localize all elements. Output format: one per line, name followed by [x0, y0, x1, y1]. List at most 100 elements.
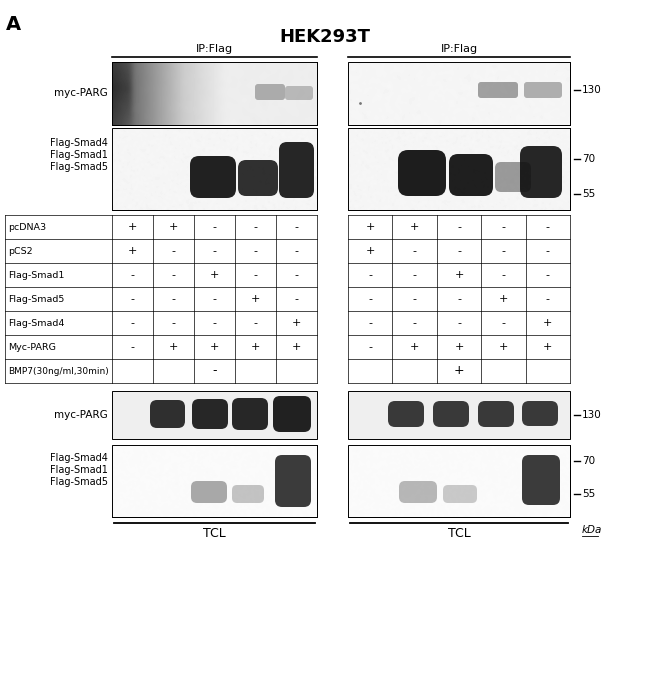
- FancyBboxPatch shape: [524, 82, 562, 98]
- Text: 55: 55: [582, 489, 595, 499]
- Text: +: +: [251, 342, 260, 352]
- Bar: [348, 62, 570, 125]
- Text: +: +: [365, 222, 375, 232]
- Text: TCL: TCL: [448, 527, 471, 540]
- FancyBboxPatch shape: [285, 86, 313, 100]
- Text: -: -: [172, 270, 176, 280]
- FancyBboxPatch shape: [449, 154, 493, 196]
- FancyBboxPatch shape: [232, 398, 268, 430]
- Text: Flag-Smad5: Flag-Smad5: [8, 295, 64, 304]
- Text: +: +: [251, 294, 260, 304]
- Text: HEK293T: HEK293T: [280, 28, 370, 46]
- Text: -: -: [368, 270, 372, 280]
- Text: 70: 70: [582, 456, 595, 466]
- FancyBboxPatch shape: [279, 142, 314, 198]
- Text: Flag-Smad4: Flag-Smad4: [50, 138, 108, 148]
- Text: Flag-Smad1: Flag-Smad1: [50, 465, 108, 475]
- Bar: [348, 391, 570, 439]
- Text: -: -: [213, 222, 216, 232]
- Text: -: -: [546, 222, 550, 232]
- Text: -: -: [131, 342, 135, 352]
- Bar: [348, 128, 570, 210]
- Bar: [112, 128, 317, 210]
- FancyBboxPatch shape: [399, 481, 437, 503]
- Text: BMP7(30ng/ml,30min): BMP7(30ng/ml,30min): [8, 366, 109, 376]
- FancyBboxPatch shape: [495, 162, 531, 192]
- Text: +: +: [410, 342, 419, 352]
- FancyBboxPatch shape: [238, 160, 278, 196]
- Bar: [348, 445, 570, 517]
- Bar: [112, 391, 317, 439]
- FancyBboxPatch shape: [520, 146, 562, 198]
- Text: -: -: [213, 246, 216, 256]
- Text: -: -: [172, 246, 176, 256]
- Text: IP:Flag: IP:Flag: [441, 44, 478, 54]
- Bar: [112, 62, 317, 125]
- Text: -: -: [546, 270, 550, 280]
- Text: -: -: [294, 246, 298, 256]
- FancyBboxPatch shape: [388, 401, 424, 427]
- FancyBboxPatch shape: [232, 485, 264, 503]
- Text: -: -: [546, 294, 550, 304]
- Text: +: +: [499, 342, 508, 352]
- Text: -: -: [254, 246, 257, 256]
- Text: +: +: [292, 342, 301, 352]
- Text: +: +: [499, 294, 508, 304]
- FancyBboxPatch shape: [273, 396, 311, 432]
- Text: -: -: [457, 294, 461, 304]
- Text: 55: 55: [582, 188, 595, 199]
- FancyBboxPatch shape: [478, 401, 514, 427]
- Text: pcDNA3: pcDNA3: [8, 223, 46, 232]
- Text: +: +: [169, 342, 178, 352]
- Text: TCL: TCL: [203, 527, 226, 540]
- FancyBboxPatch shape: [398, 150, 446, 196]
- FancyBboxPatch shape: [150, 400, 185, 428]
- Text: +: +: [410, 222, 419, 232]
- Text: +: +: [292, 318, 301, 328]
- Text: -: -: [254, 222, 257, 232]
- Text: -: -: [501, 246, 506, 256]
- Text: +: +: [543, 318, 552, 328]
- Bar: [112, 445, 317, 517]
- FancyBboxPatch shape: [443, 485, 477, 503]
- Text: -: -: [413, 294, 417, 304]
- Text: myc-PARG: myc-PARG: [54, 89, 108, 98]
- Text: +: +: [454, 364, 464, 378]
- Text: -: -: [131, 318, 135, 328]
- Text: -: -: [131, 294, 135, 304]
- Text: -: -: [294, 294, 298, 304]
- Text: -: -: [368, 318, 372, 328]
- Text: Flag-Smad4: Flag-Smad4: [50, 453, 108, 463]
- FancyBboxPatch shape: [255, 84, 285, 100]
- Bar: [112, 445, 317, 517]
- Text: IP:Flag: IP:Flag: [196, 44, 233, 54]
- FancyBboxPatch shape: [190, 156, 236, 198]
- Text: -: -: [172, 294, 176, 304]
- Text: Flag-Smad5: Flag-Smad5: [50, 477, 108, 487]
- Text: -: -: [501, 222, 506, 232]
- Text: Flag-Smad5: Flag-Smad5: [50, 162, 108, 172]
- FancyBboxPatch shape: [433, 401, 469, 427]
- Text: -: -: [546, 246, 550, 256]
- Text: pCS2: pCS2: [8, 246, 32, 255]
- FancyBboxPatch shape: [191, 481, 227, 503]
- Text: +: +: [543, 342, 552, 352]
- FancyBboxPatch shape: [478, 82, 518, 98]
- Text: -: -: [294, 270, 298, 280]
- Text: -: -: [172, 318, 176, 328]
- Bar: [348, 62, 570, 125]
- Text: -: -: [254, 318, 257, 328]
- Text: -: -: [368, 294, 372, 304]
- Text: -: -: [213, 294, 216, 304]
- Bar: [112, 62, 317, 125]
- Text: -: -: [368, 342, 372, 352]
- Text: -: -: [413, 270, 417, 280]
- Text: -: -: [131, 270, 135, 280]
- Text: +: +: [128, 246, 137, 256]
- Text: kDa: kDa: [582, 525, 603, 535]
- Text: +: +: [169, 222, 178, 232]
- FancyBboxPatch shape: [192, 399, 228, 429]
- Text: A: A: [6, 15, 21, 34]
- Text: +: +: [128, 222, 137, 232]
- Text: 130: 130: [582, 85, 602, 96]
